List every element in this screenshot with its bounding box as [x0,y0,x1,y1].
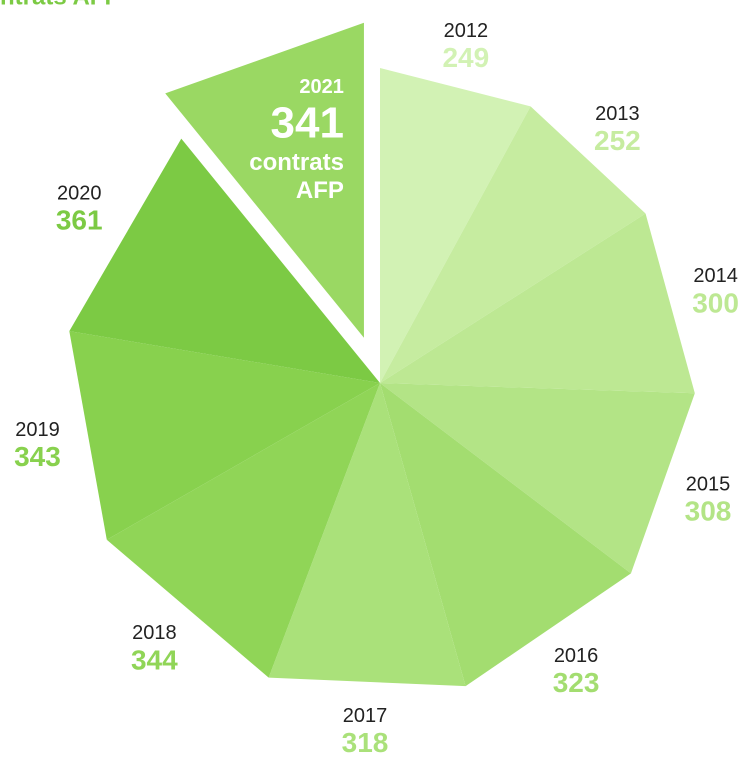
value-label: 252 [594,125,641,156]
year-label: 2014 [693,265,738,287]
wedge [380,213,695,394]
wedge [380,383,631,687]
annotation: AFP [296,177,344,204]
year-label: 2015 [686,474,731,496]
value-label: 343 [14,441,61,472]
year-label: 2021 [299,76,344,98]
wedge [268,383,466,687]
wedge [165,22,364,338]
wedge [106,383,380,678]
wedge [69,138,381,383]
year-label: 2019 [15,419,60,441]
chart-title: contrats AFP [0,0,120,10]
wedge [69,331,381,540]
year-label: 2018 [132,622,177,644]
annotation: contrats [249,149,344,176]
year-label: 2012 [444,20,489,42]
year-label: 2017 [343,705,388,727]
value-label: 341 [271,98,344,147]
value-label: 300 [692,287,739,318]
value-label: 318 [342,727,389,758]
value-label: 323 [553,667,600,698]
year-label: 2013 [595,103,640,125]
value-label: 361 [56,204,103,235]
wedge [380,383,695,574]
value-label: 344 [131,644,178,675]
value-label: 249 [442,42,489,73]
wedge [380,68,531,383]
year-label: 2020 [57,182,102,204]
value-label: 308 [685,496,732,527]
year-label: 2016 [554,645,599,667]
wedge [380,106,646,383]
